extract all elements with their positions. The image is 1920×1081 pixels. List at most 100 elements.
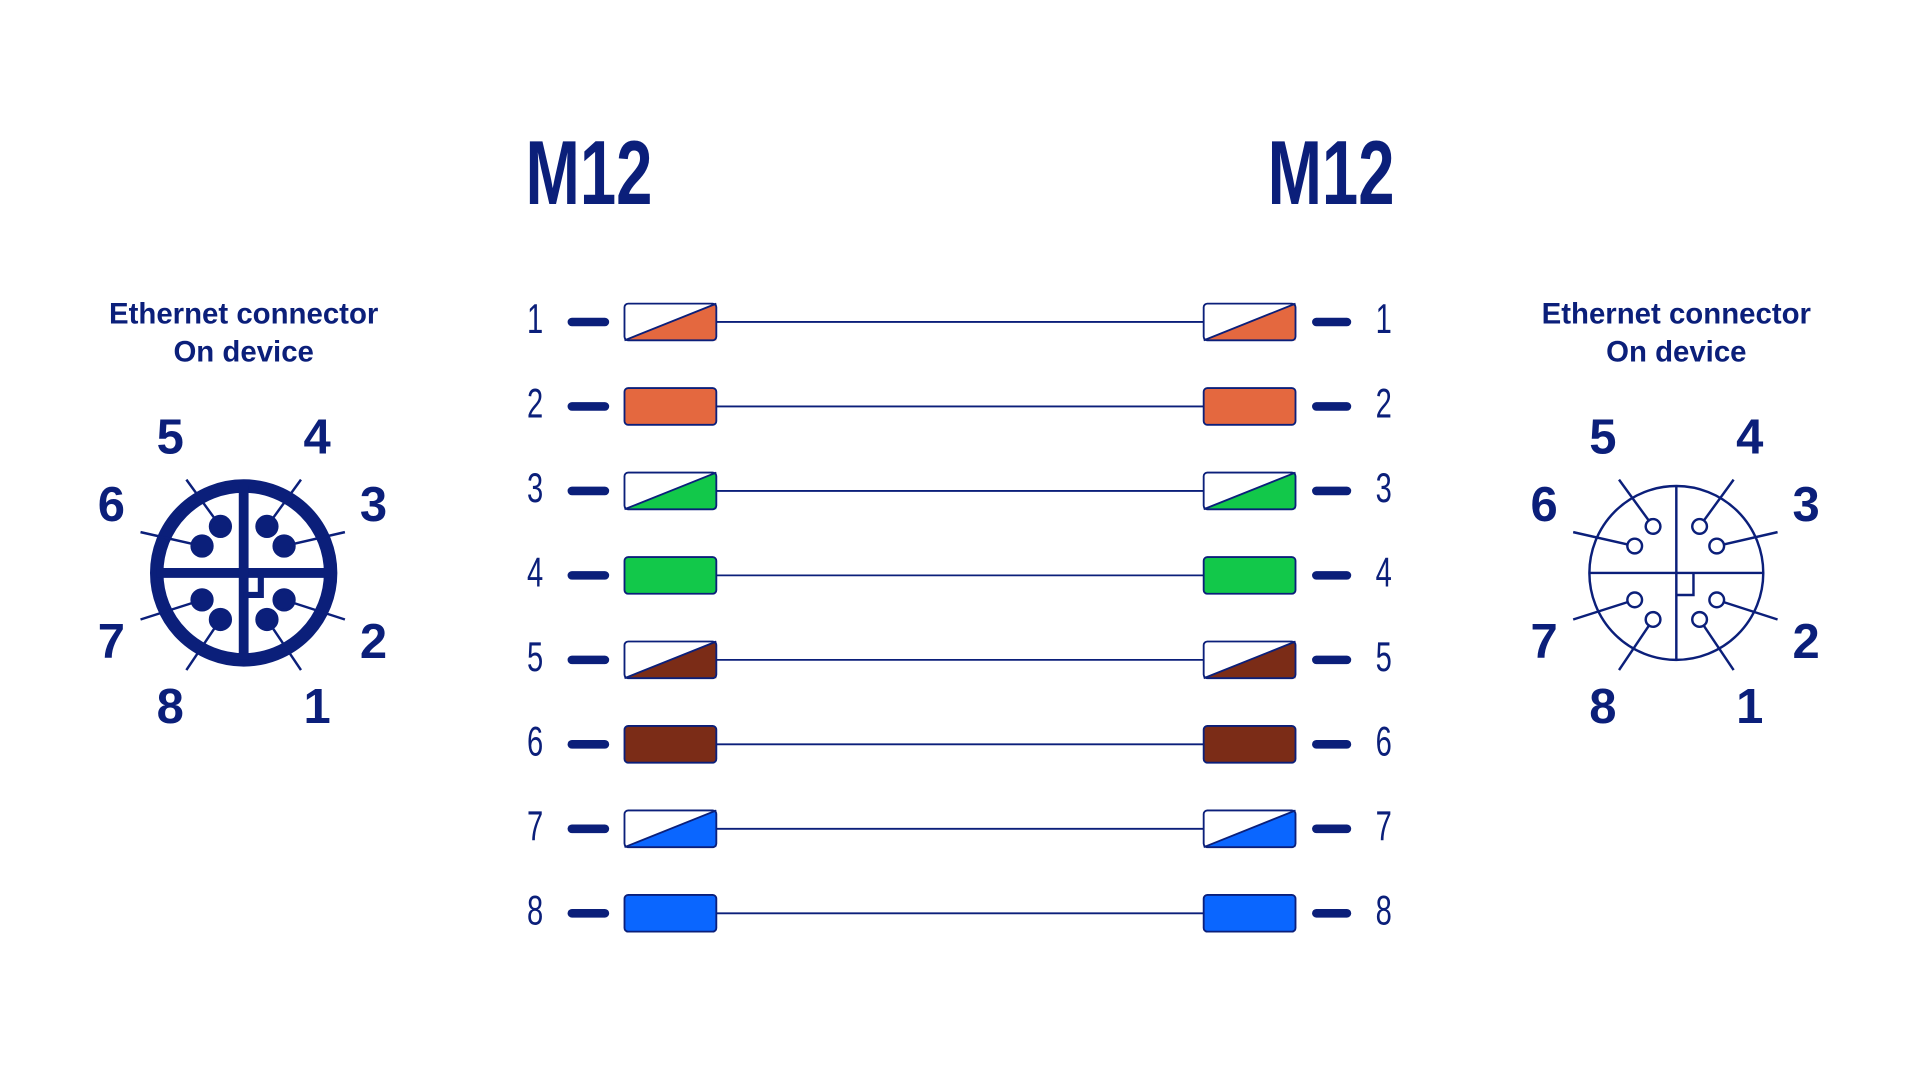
wire-stripe-edge [624,302,717,342]
pin-leader [1618,618,1655,671]
pin-number-left: 2 [527,379,543,426]
wire-sleeve-border [623,893,718,933]
wire-sleeve-border [1202,725,1297,764]
cable-label-left-group: M12 [526,122,653,223]
pin-label: 6 [98,478,125,532]
connector-title: Ethernet connector [1542,298,1811,331]
pin-label: 3 [1793,478,1820,532]
pin-number-right-group: 2 [1376,379,1392,426]
pin [1691,610,1709,629]
wire-sleeve-border [623,725,718,764]
wire-sleeve-border [623,471,718,511]
wire-sleeve [624,725,717,763]
pin [1644,610,1662,629]
pin-number-left: 1 [527,295,543,342]
cable-label-left: M12 [526,122,653,223]
wire-stripe-edge [1203,302,1296,342]
pin [272,534,296,558]
wire-stripe-edge [1203,640,1296,680]
wire-sleeve-border [1202,893,1297,933]
pin-number-left: 3 [527,464,543,511]
wire-sleeve [624,894,717,932]
pin-leader [1572,598,1636,621]
connector-title: Ethernet connector [109,298,378,331]
connector-key [243,572,264,599]
pin-number-right: 7 [1376,802,1392,849]
wire-sleeve [624,388,717,425]
pin-number-right: 2 [1376,379,1392,426]
wire-sleeve-border [623,302,718,342]
pin-number-left-group: 2 [527,379,543,426]
pin [1644,517,1662,535]
cable-label-right: M12 [1268,122,1395,223]
pin-label: 1 [1736,680,1763,734]
pin-label: 4 [1736,411,1763,465]
pin-number-left: 7 [527,802,543,849]
pin-label: 7 [1530,615,1557,669]
pin-number-right-group: 8 [1376,886,1392,933]
wire-sleeve-border [1202,556,1297,595]
pin-number-right: 3 [1376,464,1392,511]
connector-title: On device [173,336,313,369]
pin-number-left-group: 4 [527,548,543,595]
pin-label: 6 [1530,478,1557,532]
pin-leader [1716,530,1778,548]
wire-sleeve-border [1202,302,1297,342]
connector-key [1676,572,1695,597]
pin-number-left-group: 5 [527,633,543,680]
pin-number-right-group: 7 [1376,802,1392,849]
wire-sleeve-border [1202,471,1297,511]
pin-label: 1 [304,680,331,734]
pin-number-right-group: 4 [1376,548,1392,595]
wire-stripe-edge [624,471,717,511]
wire-sleeve-border [623,556,718,595]
pin-number-right: 8 [1376,886,1392,933]
pin-number-right: 1 [1376,295,1392,342]
pin-number-right: 4 [1376,548,1392,595]
pin [1708,591,1726,609]
pin-number-left-group: 8 [527,886,543,933]
pin [1708,537,1726,555]
pin-label: 3 [360,478,387,532]
pin-label: 5 [157,411,184,465]
pin-number-right-group: 1 [1376,295,1392,342]
pin-leader [1698,478,1735,528]
pin [1626,591,1644,609]
pin-number-left-group: 1 [527,295,543,342]
wire-sleeve [1203,894,1296,932]
pin-number-left: 4 [527,548,543,595]
pin [190,588,214,612]
wire-stripe-edge [1203,471,1296,511]
wire-sleeve [1203,388,1296,425]
connector-title: On device [1606,336,1746,369]
wire-stripe-edge [1203,809,1296,849]
pin-number-right: 5 [1376,633,1392,680]
pin-leader [1572,530,1635,548]
wire-sleeve-border [1202,640,1297,680]
pin-number-right-group: 6 [1376,717,1392,764]
pin-label: 4 [304,411,331,465]
pin-number-left: 8 [527,886,543,933]
pin-number-left: 5 [527,633,543,680]
wire-sleeve-border [1202,809,1297,849]
pin-label: 8 [1589,680,1616,734]
pin [272,588,296,612]
wire-stripe-edge [624,640,717,680]
wire-sleeve-border [623,640,718,680]
pin-number-right: 6 [1376,717,1392,764]
wire-sleeve [624,557,717,594]
pin-label: 2 [1793,615,1820,669]
pin [208,514,233,539]
pin [190,534,214,558]
cable-label-right-group: M12 [1268,122,1395,223]
pin-number-left-group: 6 [527,717,543,764]
pin-label: 7 [98,615,125,669]
pin-number-right-group: 5 [1376,633,1392,680]
wire-sleeve-border [623,387,718,426]
pin-number-left: 6 [527,717,543,764]
pin-label: 8 [157,680,184,734]
pin-number-left-group: 3 [527,464,543,511]
wire-sleeve [1203,725,1296,763]
